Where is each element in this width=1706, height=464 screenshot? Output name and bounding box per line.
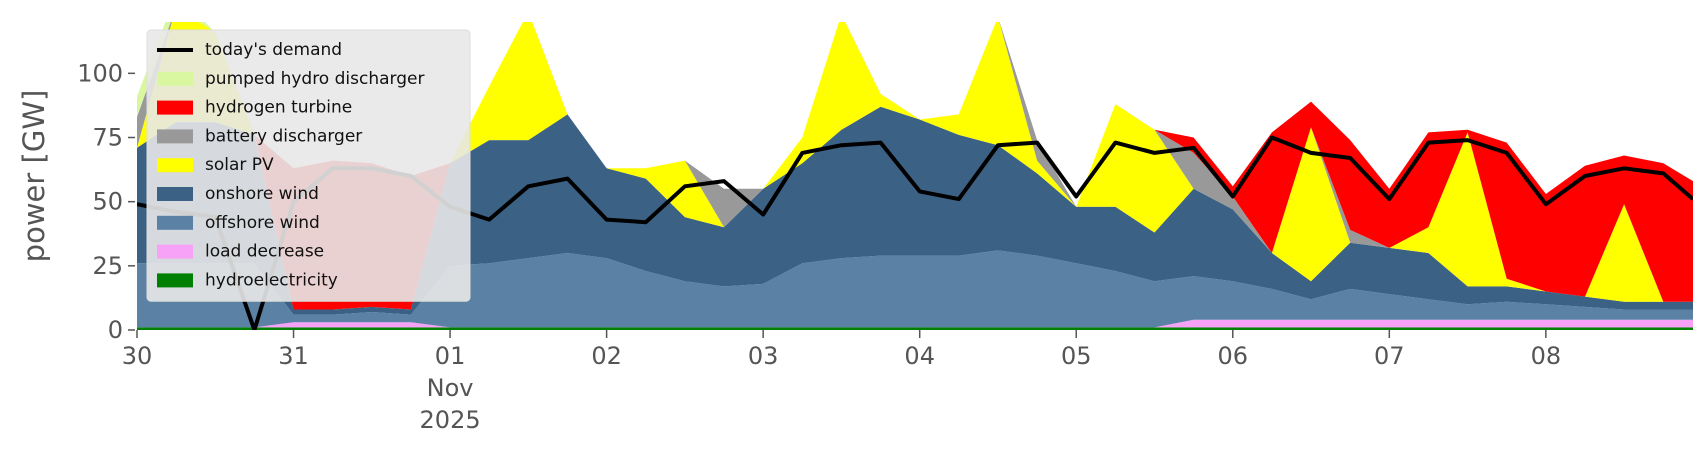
area-series	[137, 327, 1693, 330]
x-tick-label: 31	[278, 342, 309, 370]
x-tick-label: 06	[1218, 342, 1249, 370]
legend-patch	[157, 273, 193, 288]
area-series	[137, 22, 1693, 310]
x-tick-label: 08	[1531, 342, 1562, 370]
legend: today's demand pumped hydro discharger hyd…	[146, 29, 471, 302]
x-year-label: 2025	[420, 406, 481, 434]
x-tick-label: 05	[1061, 342, 1092, 370]
area-series	[137, 106, 1693, 315]
legend-patch	[157, 158, 193, 173]
x-tick-label: 02	[591, 342, 622, 370]
y-tick-label: 100	[77, 59, 123, 87]
x-tick-label: 07	[1374, 342, 1405, 370]
legend-label: solar PV	[205, 155, 274, 175]
x-tick-label: 03	[748, 342, 779, 370]
x-tick-label: 30	[122, 342, 153, 370]
y-axis-label: power [GW]	[17, 90, 51, 263]
legend-label: offshore wind	[205, 213, 320, 233]
legend-label: battery discharger	[205, 126, 362, 146]
area-series	[137, 250, 1693, 328]
legend-patch	[157, 187, 193, 201]
y-tick-label: 50	[92, 188, 123, 216]
legend-label: pumped hydro discharger	[205, 69, 424, 89]
legend-patch	[157, 100, 193, 115]
legend-patch	[157, 71, 193, 86]
x-tick-label: 01	[435, 342, 466, 370]
legend-label: onshore wind	[205, 184, 319, 204]
y-tick-label: 0	[108, 316, 123, 344]
y-tick-label: 25	[92, 252, 123, 280]
x-month-label: Nov	[427, 374, 474, 402]
y-tick-label: 75	[92, 124, 123, 152]
legend-patch	[157, 129, 193, 144]
legend-patch	[157, 244, 193, 259]
axes: 0 25 50 75 100 30 31 01 Nov 2025 02 03 04 05 06 07 08	[77, 59, 1561, 434]
legend-label: hydroelectricity	[205, 270, 338, 290]
legend-label: today's demand	[205, 40, 342, 60]
area-series	[137, 319, 1693, 328]
legend-label: hydrogen turbine	[205, 98, 352, 118]
legend-label: load decrease	[205, 242, 324, 262]
legend-patch	[157, 215, 193, 230]
legend-box	[146, 29, 471, 302]
x-tick-label: 04	[904, 342, 935, 370]
